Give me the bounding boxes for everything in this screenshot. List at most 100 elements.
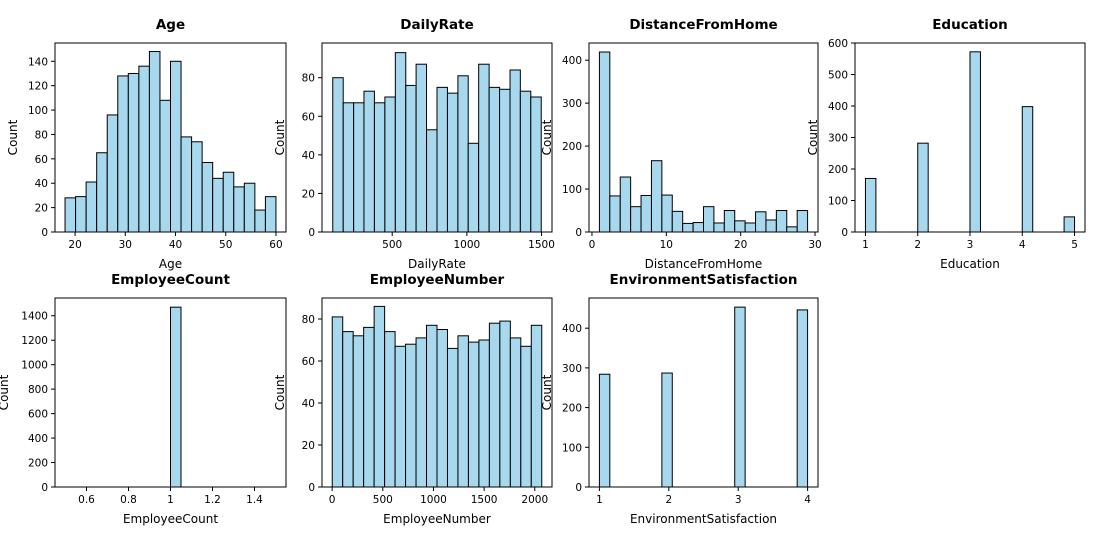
y-axis-label: Count [273,119,287,155]
y-tick-label: 20 [302,188,315,200]
x-tick-label: 0 [589,239,596,251]
y-tick-label: 1000 [21,360,48,372]
histogram-bar [1021,106,1034,233]
x-tick-label: 2000 [521,494,548,506]
histogram-bar [332,77,344,233]
histogram-bar [467,142,480,233]
x-tick-label: 1.4 [246,494,263,506]
x-tick-label: 2 [665,494,672,506]
histogram-bar [520,345,532,488]
histogram-bar [342,102,355,233]
histogram-bar [436,86,448,233]
histogram-bar [640,194,652,233]
y-tick-label: 400 [828,101,848,113]
panel-distancefromhome: 0 10 20 300100200300400DistanceFromHomeDist… [540,17,822,271]
histogram-bar [723,210,736,233]
histogram-bar [755,211,767,233]
histogram-bar [1063,216,1076,233]
histogram-bar [488,322,501,488]
histogram-bar [661,372,673,488]
x-tick-label: 1500 [528,239,555,251]
histogram-bar [243,182,256,233]
histogram-bar [117,75,129,233]
y-axis-label: Count [273,374,287,410]
histogram-bar [75,196,87,233]
histogram-bar [415,337,428,488]
y-tick-label: 60 [302,111,315,123]
y-tick-label: 60 [35,154,48,166]
histogram-bar [127,72,140,233]
histogram-bar [598,373,611,488]
histogram-bar [713,222,725,233]
histogram-bar [457,75,469,233]
y-tick-label: 0 [308,227,315,239]
x-axis-label: DailyRate [408,257,466,271]
x-tick-label: 1 [862,239,869,251]
x-axis-label: Education [940,257,1000,271]
y-tick-label: 80 [35,129,48,141]
histogram-bar [191,141,203,233]
x-tick-label: 1000 [420,494,447,506]
histogram-bar [478,339,490,488]
histogram-bar [630,206,642,233]
histogram-bar [85,181,98,233]
y-tick-label: 300 [562,98,582,110]
histogram-bar [363,326,375,488]
y-axis-label: Count [0,374,11,410]
histogram-bar [650,160,663,233]
histogram-bar [796,309,809,488]
histogram-bar [159,99,171,233]
y-tick-label: 100 [562,184,582,196]
histogram-bar [609,195,621,233]
x-tick-label: 4 [804,494,811,506]
x-axis-label: DistanceFromHome [645,257,763,271]
x-tick-label: 50 [219,239,232,251]
y-tick-label: 0 [308,482,315,494]
histogram-bar [682,222,694,233]
histogram-bar [457,335,469,488]
axes-frame [54,42,287,233]
x-tick-label: 40 [169,239,182,251]
histogram-bar [106,114,119,233]
histogram-bar [671,210,684,233]
histogram-bar [138,65,150,233]
histogram-bar [488,86,501,233]
histogram-bar [331,316,344,488]
x-axis-label: EnvironmentSatisfaction [630,512,777,526]
histogram-bar [734,306,746,488]
histogram-bar [530,96,542,233]
y-tick-label: 100 [828,196,848,208]
y-tick-label: 60 [302,356,315,368]
y-tick-label: 120 [28,81,48,93]
y-tick-label: 200 [562,141,582,153]
histogram-bar [786,226,798,233]
y-tick-label: 0 [41,482,48,494]
histogram-bar [170,306,182,488]
histogram-bar [519,90,532,233]
histogram-bar [436,329,448,488]
y-tick-label: 800 [28,384,48,396]
y-tick-label: 500 [828,70,848,82]
axes-frame [321,297,553,488]
histogram-bar [446,347,459,488]
chart-title: Education [932,17,1008,33]
histogram-bar [917,142,929,233]
histogram-bar [201,162,214,233]
x-tick-label: 3 [967,239,974,251]
histogram-bar [415,63,428,233]
histogram-bar [446,92,459,233]
histogram-bar [96,152,108,233]
x-tick-label: 60 [269,239,282,251]
histogram-bar [661,194,673,233]
x-tick-label: 30 [119,239,132,251]
histogram-bar [394,345,407,488]
histogram-bar [692,222,705,233]
x-axis-label: EmployeeNumber [383,512,491,526]
histogram-bar [233,186,245,233]
chart-title: DistanceFromHome [629,17,777,33]
x-tick-label: 1500 [471,494,498,506]
y-axis-label: Count [540,374,554,410]
x-tick-label: 4 [1019,239,1026,251]
y-tick-label: 80 [302,73,315,85]
